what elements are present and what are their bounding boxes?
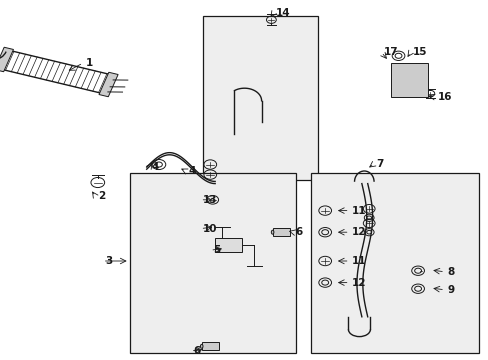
Text: 4: 4 (188, 166, 195, 176)
Text: 4: 4 (151, 162, 159, 172)
Bar (203, 16, 317, 180)
Text: 12: 12 (351, 278, 366, 288)
Bar (272, 228, 289, 236)
Text: 17: 17 (383, 47, 398, 57)
Text: 1: 1 (85, 58, 93, 68)
Bar (390, 63, 427, 97)
Bar (201, 342, 219, 350)
Text: 7: 7 (376, 159, 383, 169)
Bar (310, 173, 478, 353)
Text: 6: 6 (193, 346, 200, 356)
Text: 6: 6 (295, 227, 303, 237)
Bar (129, 173, 295, 353)
Text: 2: 2 (98, 191, 105, 201)
Bar (215, 238, 242, 252)
Text: 11: 11 (351, 256, 366, 266)
Text: 11: 11 (351, 206, 366, 216)
Ellipse shape (271, 230, 273, 234)
Text: 16: 16 (437, 92, 451, 102)
Text: 3: 3 (105, 256, 112, 266)
Polygon shape (0, 47, 14, 72)
Text: 5: 5 (212, 245, 220, 255)
Text: 10: 10 (203, 224, 217, 234)
Ellipse shape (200, 344, 203, 348)
Text: 13: 13 (203, 195, 217, 205)
Polygon shape (99, 72, 118, 97)
Text: 14: 14 (276, 8, 290, 18)
Text: 9: 9 (447, 285, 454, 295)
Text: 12: 12 (351, 227, 366, 237)
Text: 8: 8 (447, 267, 454, 277)
Text: 15: 15 (412, 47, 427, 57)
